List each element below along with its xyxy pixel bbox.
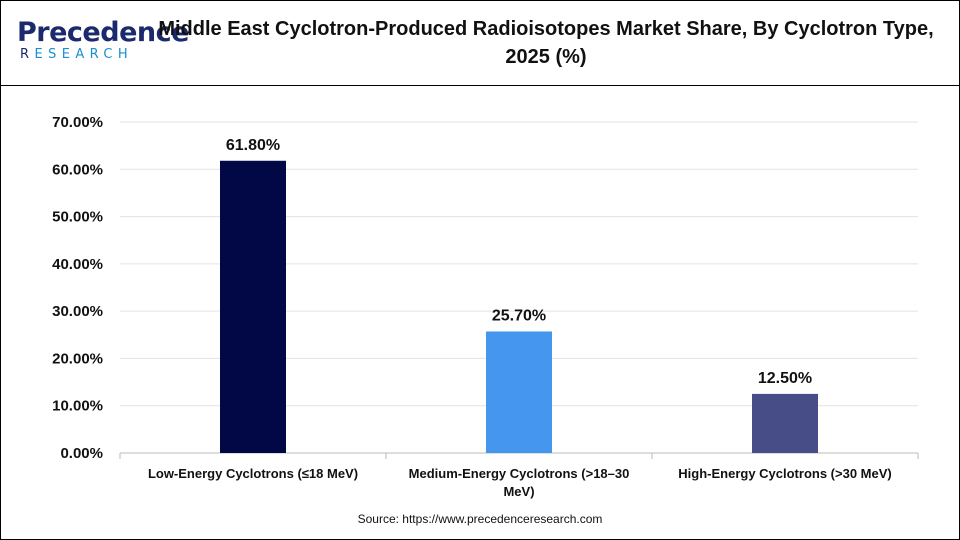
data-label: 12.50% <box>758 370 812 387</box>
chart-title: Middle East Cyclotron-Produced Radioisot… <box>158 18 934 68</box>
logo-sub-first: R <box>20 47 35 62</box>
logo-brand-first: P <box>17 17 37 48</box>
y-tick-label: 10.00% <box>52 398 103 415</box>
x-tick-label: MeV) <box>503 484 534 499</box>
data-label: 61.80% <box>226 137 280 154</box>
y-tick-label: 70.00% <box>52 114 103 131</box>
y-tick-label: 60.00% <box>52 161 103 178</box>
source-note: Source: https://www.precedenceresearch.c… <box>357 512 603 526</box>
bar <box>486 331 552 453</box>
logo-brand-rest: recedence <box>36 17 189 48</box>
header: Precedence RESEARCH Middle East Cyclotro… <box>1 1 959 86</box>
logo-sub-rest: ESEARCH <box>34 47 134 62</box>
y-tick-label: 40.00% <box>52 256 103 273</box>
logo-wordmark: Precedence <box>17 17 189 48</box>
x-tick-label: High-Energy Cyclotrons (>30 MeV) <box>678 466 891 481</box>
y-tick-label: 20.00% <box>52 350 103 367</box>
x-tick-label: Low-Energy Cyclotrons (≤18 MeV) <box>148 466 358 481</box>
logo-subtitle: RESEARCH <box>20 47 133 62</box>
y-tick-label: 50.00% <box>52 209 103 226</box>
bar <box>220 160 286 453</box>
precedence-research-logo: Precedence RESEARCH <box>17 17 189 67</box>
bar <box>752 393 818 453</box>
data-label: 25.70% <box>492 307 546 324</box>
y-tick-label: 0.00% <box>60 445 103 462</box>
x-tick-label: Medium-Energy Cyclotrons (>18–30 <box>409 466 630 481</box>
y-tick-label: 30.00% <box>52 303 103 320</box>
